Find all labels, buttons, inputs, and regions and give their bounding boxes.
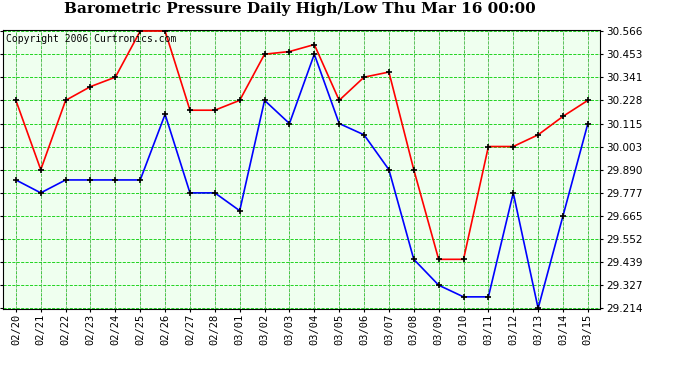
- Text: Copyright 2006 Curtronics.com: Copyright 2006 Curtronics.com: [6, 34, 177, 44]
- Text: Barometric Pressure Daily High/Low Thu Mar 16 00:00: Barometric Pressure Daily High/Low Thu M…: [64, 2, 536, 16]
